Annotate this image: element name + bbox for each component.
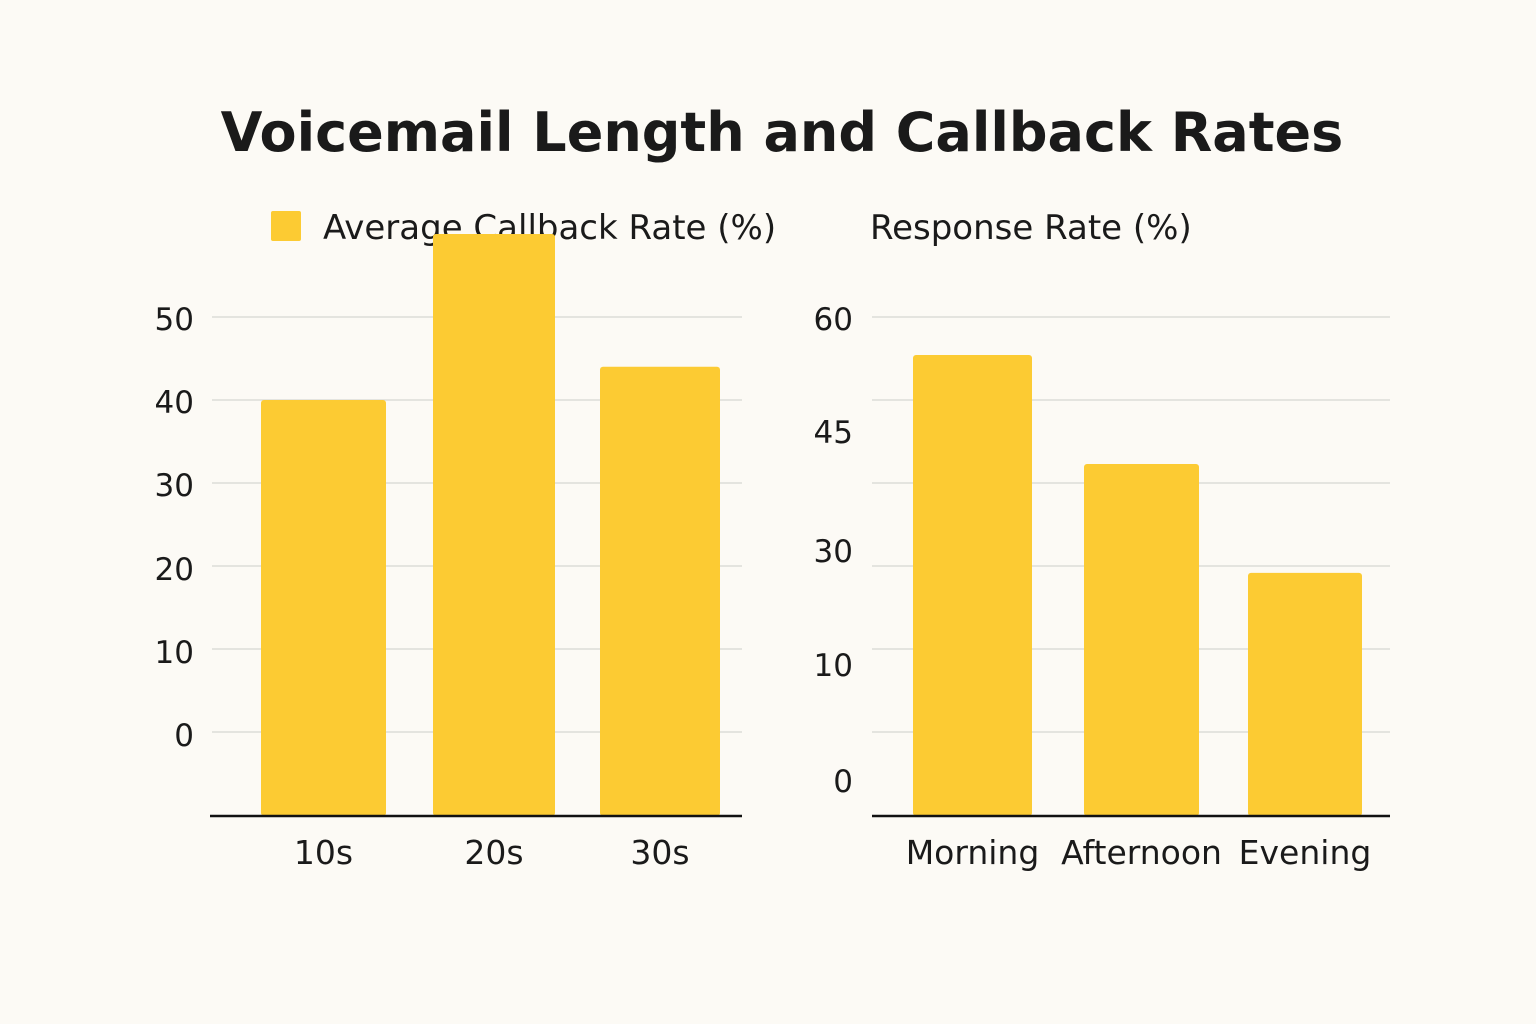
response-rate-chart: 60 45 30 10 0 Morning Afternoon Evening [814,302,1390,872]
callback-x-tick-label: 10s [294,833,353,872]
legend-swatch-callback [271,211,301,241]
callback-y-tick-label: 10 [155,635,194,671]
legend-label-response: Response Rate (%) [870,208,1192,248]
callback-y-tick-label: 30 [155,468,194,504]
legend: Average Callback Rate (%) Response Rate … [271,208,1192,248]
callback-rate-chart: 50 40 30 20 10 0 10s 20s 30s [155,234,742,872]
callback-y-tick-label: 20 [155,552,194,588]
callback-y-tick-label: 50 [155,302,194,338]
callback-y-tick-label: 40 [155,385,194,421]
response-x-tick-label: Evening [1239,833,1372,872]
response-y-tick-label: 45 [814,415,853,451]
callback-x-tick-label: 30s [630,833,689,872]
response-y-tick-label: 60 [814,302,853,338]
response-x-tick-label: Morning [906,833,1040,872]
callback-bar-10s [261,400,386,816]
response-x-tick-label: Afternoon [1061,833,1222,872]
response-bar-evening [1248,572,1362,816]
callback-bar-30s [600,366,720,816]
response-bar-morning [913,355,1032,816]
response-y-tick-label: 0 [833,764,853,800]
chart-title: Voicemail Length and Callback Rates [221,101,1344,164]
callback-bar-20s [433,234,555,816]
callback-y-tick-label: 0 [174,718,194,754]
response-y-tick-label: 30 [814,534,853,570]
response-bar-afternoon [1084,463,1199,816]
callback-x-tick-label: 20s [464,833,523,872]
response-y-tick-label: 10 [814,648,853,684]
